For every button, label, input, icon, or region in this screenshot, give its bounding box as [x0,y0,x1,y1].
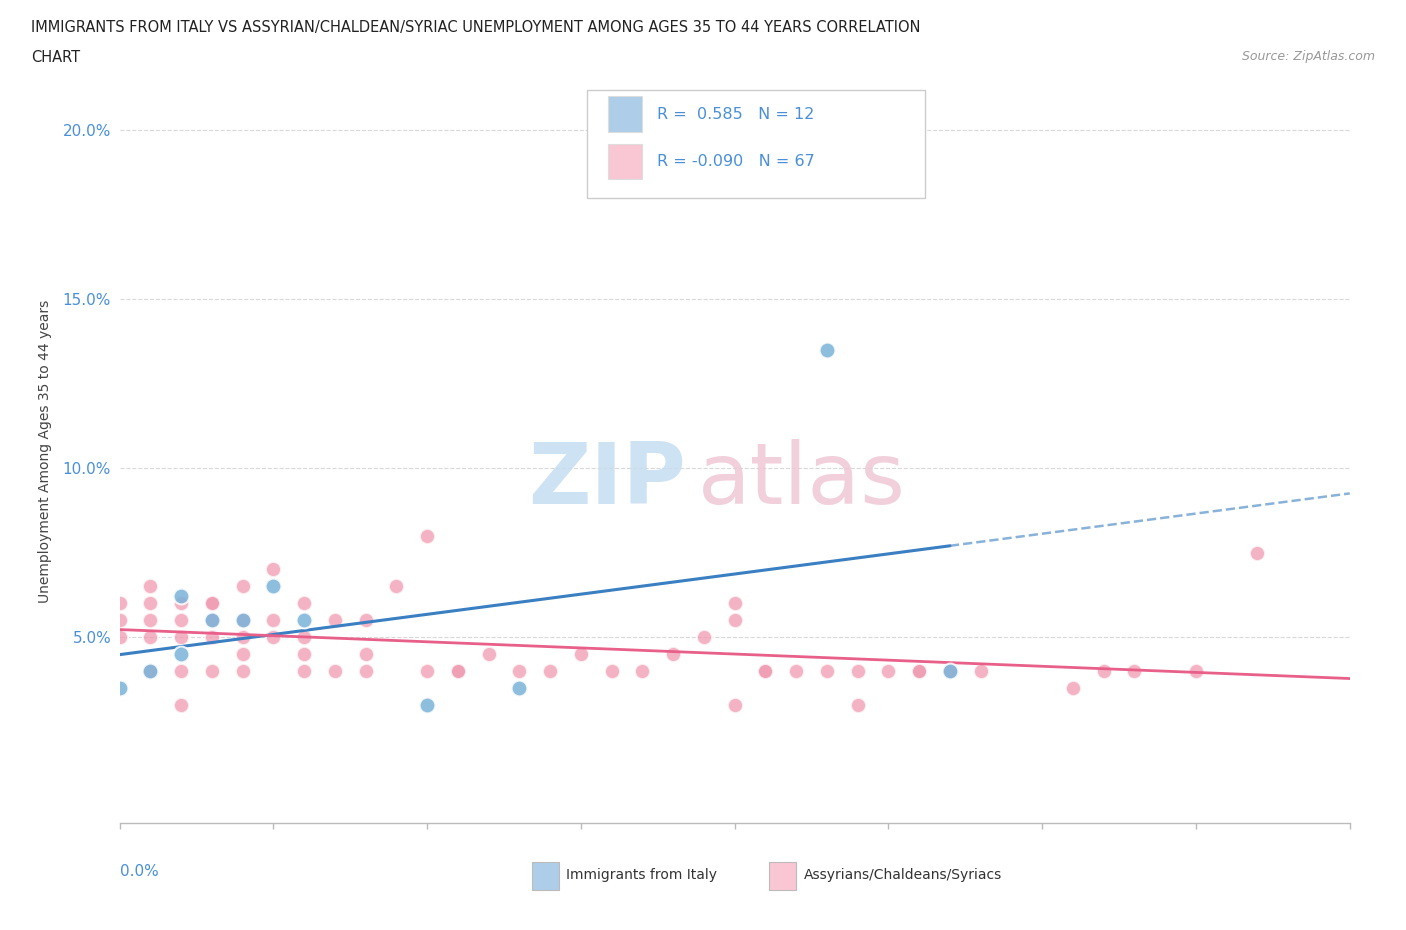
FancyBboxPatch shape [769,862,796,890]
Point [292,663,315,678]
Point [723,698,745,712]
Point [569,646,592,661]
Point [354,646,377,661]
Point [877,663,900,678]
Point [201,630,224,644]
Point [170,613,193,628]
Point [201,663,224,678]
Point [201,596,224,611]
Point [447,663,470,678]
Point [846,698,869,712]
Point [908,663,931,678]
Point [970,663,993,678]
Point [785,663,807,678]
Point [108,630,131,644]
Point [139,596,162,611]
Point [231,663,254,678]
Point [231,630,254,644]
Point [108,613,131,628]
Point [231,578,254,593]
Point [1062,681,1084,696]
Text: Immigrants from Italy: Immigrants from Italy [567,868,717,883]
Point [662,646,685,661]
FancyBboxPatch shape [607,97,643,132]
Point [170,630,193,644]
Point [723,596,745,611]
Text: CHART: CHART [31,50,80,65]
Point [1092,663,1115,678]
Point [416,528,439,543]
Point [908,663,931,678]
Point [262,613,284,628]
Point [447,663,470,678]
Point [939,663,962,678]
Point [600,663,623,678]
Text: Source: ZipAtlas.com: Source: ZipAtlas.com [1241,50,1375,63]
Point [723,613,745,628]
Point [323,613,346,628]
Point [815,342,838,357]
Point [693,630,716,644]
Point [477,646,501,661]
Point [262,562,284,577]
Point [1246,545,1268,560]
FancyBboxPatch shape [531,862,558,890]
Point [231,613,254,628]
Text: IMMIGRANTS FROM ITALY VS ASSYRIAN/CHALDEAN/SYRIAC UNEMPLOYMENT AMONG AGES 35 TO : IMMIGRANTS FROM ITALY VS ASSYRIAN/CHALDE… [31,20,921,35]
Y-axis label: Unemployment Among Ages 35 to 44 years: Unemployment Among Ages 35 to 44 years [38,299,52,603]
Text: atlas: atlas [697,439,905,523]
Point [170,596,193,611]
Text: ZIP: ZIP [527,439,686,523]
Point [385,578,408,593]
Point [231,646,254,661]
Point [231,613,254,628]
Point [108,681,131,696]
Point [815,663,838,678]
Point [170,646,193,661]
Point [139,663,162,678]
Text: R =  0.585   N = 12: R = 0.585 N = 12 [657,107,814,122]
Point [323,663,346,678]
Point [170,663,193,678]
Point [201,613,224,628]
Point [754,663,776,678]
Point [939,663,962,678]
FancyBboxPatch shape [607,143,643,179]
Text: 0.0%: 0.0% [120,864,159,879]
Point [262,630,284,644]
Point [108,596,131,611]
Point [1123,663,1146,678]
Point [416,698,439,712]
Point [846,663,869,678]
Point [292,613,315,628]
Point [416,663,439,678]
Text: R = -0.090   N = 67: R = -0.090 N = 67 [657,154,815,169]
Point [354,613,377,628]
Point [139,630,162,644]
Point [139,663,162,678]
Point [754,663,776,678]
Point [538,663,561,678]
Point [170,589,193,604]
Point [354,663,377,678]
Point [292,630,315,644]
Point [139,613,162,628]
Point [508,663,530,678]
FancyBboxPatch shape [588,90,925,198]
Point [139,578,162,593]
Point [1185,663,1208,678]
Point [292,596,315,611]
Text: Assyrians/Chaldeans/Syriacs: Assyrians/Chaldeans/Syriacs [804,868,1002,883]
Point [170,698,193,712]
Point [262,578,284,593]
Point [201,613,224,628]
Point [201,596,224,611]
Point [631,663,654,678]
Point [508,681,530,696]
Point [292,646,315,661]
